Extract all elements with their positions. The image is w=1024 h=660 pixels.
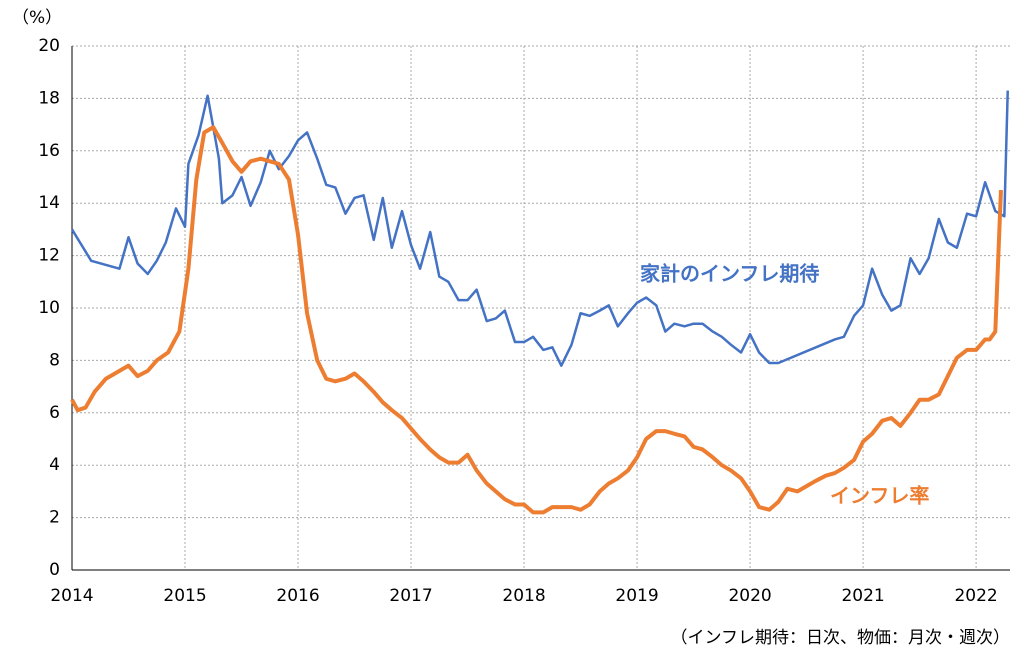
y-tick-label: 18 <box>38 88 60 108</box>
y-tick-label: 2 <box>49 508 60 528</box>
y-tick-label: 20 <box>38 36 60 56</box>
x-tick-label: 2022 <box>954 586 997 606</box>
y-tick-label: 6 <box>49 403 60 423</box>
y-tick-label: 4 <box>49 455 60 475</box>
x-tick-label: 2015 <box>163 586 206 606</box>
y-unit: （%） <box>12 8 62 28</box>
series-label: インフレ率 <box>830 484 929 508</box>
x-tick-label: 2020 <box>728 586 771 606</box>
series-line <box>70 90 1009 367</box>
y-tick-label: 14 <box>38 193 60 213</box>
x-tick-label: 2014 <box>50 586 93 606</box>
footnote: （インフレ期待：日次、物価：月次・週次） <box>671 628 1011 648</box>
y-tick-label: 10 <box>38 298 60 318</box>
x-tick-label: 2017 <box>389 586 432 606</box>
x-tick-label: 2021 <box>841 586 884 606</box>
series-line <box>70 125 1003 515</box>
y-tick-label: 0 <box>49 560 60 580</box>
series-label: 家計のインフレ期待 <box>640 262 819 286</box>
x-tick-label: 2018 <box>502 586 545 606</box>
x-tick-label: 2019 <box>615 586 658 606</box>
y-tick-label: 16 <box>38 141 60 161</box>
y-tick-label: 12 <box>38 246 60 266</box>
x-tick-label: 2016 <box>276 586 319 606</box>
y-tick-label: 8 <box>49 350 60 370</box>
